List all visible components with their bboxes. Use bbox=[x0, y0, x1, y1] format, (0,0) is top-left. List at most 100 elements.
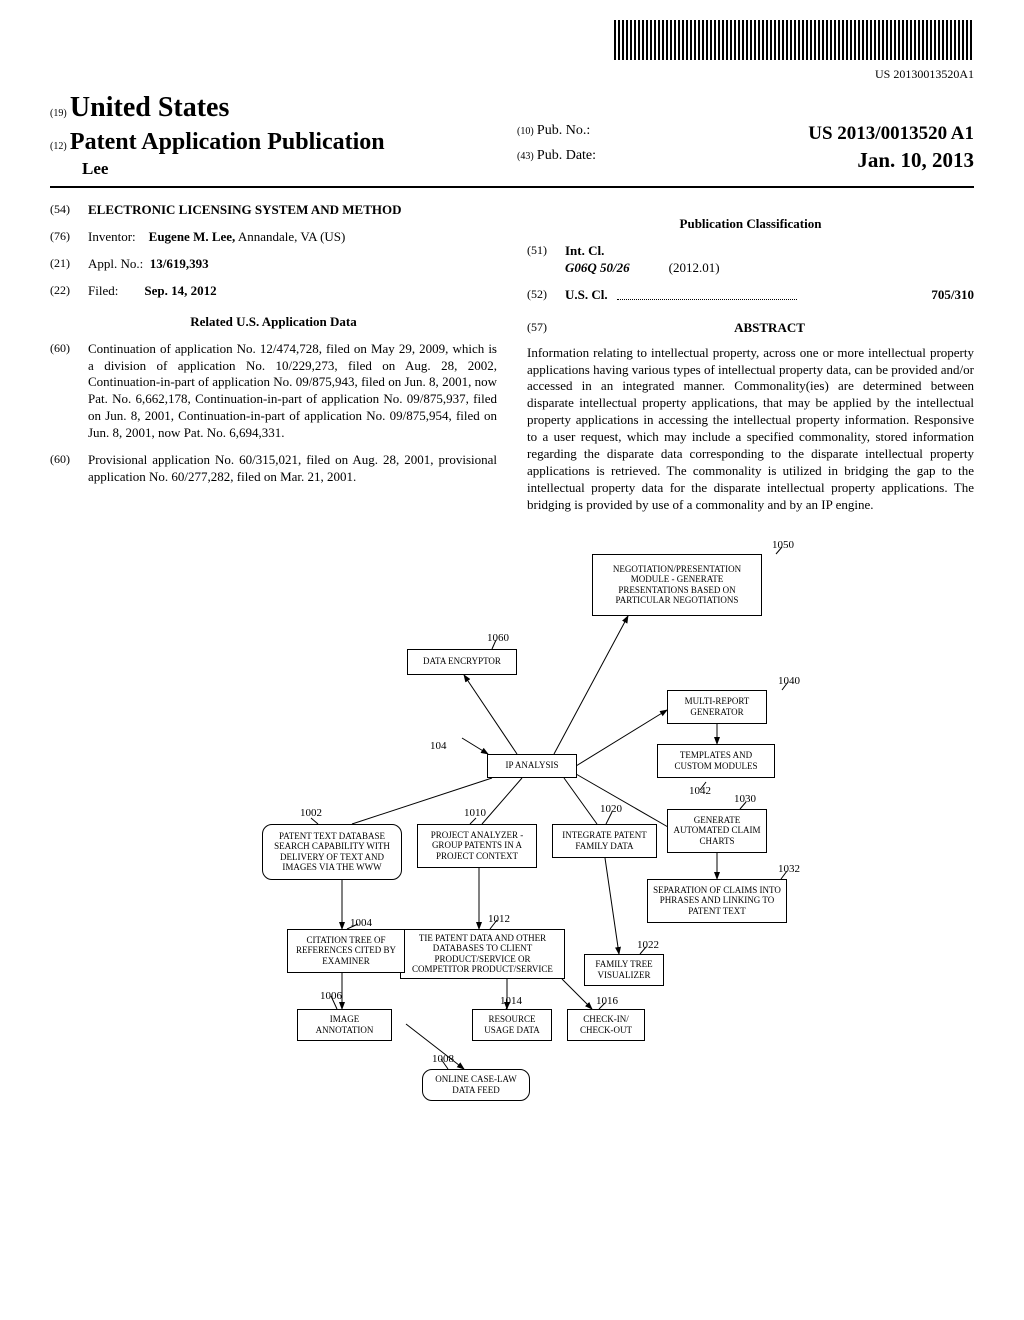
abstract-head: ABSTRACT bbox=[565, 320, 974, 337]
pub-type: Patent Application Publication bbox=[70, 129, 385, 155]
dotfill bbox=[617, 292, 797, 300]
node-b1060: DATA ENCRYPTOR bbox=[407, 649, 517, 675]
ref-r1008: 1008 bbox=[432, 1052, 454, 1066]
sec76-name: Eugene M. Lee, bbox=[149, 229, 236, 244]
sec76-loc: Annandale, VA (US) bbox=[238, 229, 346, 244]
sec21-n: (21) bbox=[50, 256, 88, 273]
node-b1002: PATENT TEXT DATABASE SEARCH CAPABILITY W… bbox=[262, 824, 402, 880]
pub-type-line: (12) Patent Application Publication bbox=[50, 127, 507, 158]
ref-r1030: 1030 bbox=[734, 792, 756, 806]
node-b1022: FAMILY TREE VISUALIZER bbox=[584, 954, 664, 986]
sec21-label: Appl. No.: bbox=[88, 256, 143, 271]
sec60b-n: (60) bbox=[50, 452, 88, 486]
sec51-label: Int. Cl. bbox=[565, 243, 604, 258]
pub-no-line: (10) Pub. No.: US 2013/0013520 A1 bbox=[517, 122, 974, 140]
right-col: Publication Classification (51) Int. Cl.… bbox=[527, 202, 974, 513]
ref-r1042: 1042 bbox=[689, 784, 711, 798]
pubclass-head: Publication Classification bbox=[527, 216, 974, 233]
node-b1020: INTEGRATE PATENT FAMILY DATA bbox=[552, 824, 657, 858]
header-left: (19) United States (12) Patent Applicati… bbox=[50, 90, 507, 180]
ref-r1020: 1020 bbox=[600, 802, 622, 816]
author: Lee bbox=[82, 159, 108, 178]
sec57-wrap: (57) ABSTRACT Information relating to in… bbox=[527, 320, 974, 514]
sec52-val: 705/310 bbox=[931, 287, 974, 304]
barcode-region bbox=[50, 20, 974, 65]
ref-r1004: 1004 bbox=[350, 916, 372, 930]
pub-no: US 2013/0013520 A1 bbox=[808, 122, 974, 147]
diagram: IP ANALYSIS DATA ENCRYPTOR NEGOTIATION/PRE… bbox=[192, 534, 832, 1124]
left-col: (54) ELECTRONIC LICENSING SYSTEM AND MET… bbox=[50, 202, 497, 513]
ref-r1002: 1002 bbox=[300, 806, 322, 820]
header-row: (19) United States (12) Patent Applicati… bbox=[50, 90, 974, 180]
sec60a-n: (60) bbox=[50, 341, 88, 442]
sec76-body: Inventor: Eugene M. Lee, Annandale, VA (… bbox=[88, 229, 497, 246]
sec51-body: Int. Cl. G06Q 50/26 (2012.01) bbox=[565, 243, 974, 277]
sec76: (76) Inventor: Eugene M. Lee, Annandale,… bbox=[50, 229, 497, 246]
node-b1012: TIE PATENT DATA AND OTHER DATABASES TO C… bbox=[400, 929, 565, 979]
node-b1050: NEGOTIATION/PRESENTATION MODULE - GENERA… bbox=[592, 554, 762, 616]
sec22-val: Sep. 14, 2012 bbox=[144, 283, 216, 298]
sec51-code: G06Q 50/26 bbox=[565, 260, 630, 275]
sec22-body: Filed: Sep. 14, 2012 bbox=[88, 283, 497, 300]
pub-no-label: Pub. No.: bbox=[537, 123, 590, 138]
ref-r1006: 1006 bbox=[320, 989, 342, 1003]
sec60b: (60) Provisional application No. 60/315,… bbox=[50, 452, 497, 486]
ref-r1010: 1010 bbox=[464, 806, 486, 820]
sec52-n: (52) bbox=[527, 287, 565, 304]
divider bbox=[50, 186, 974, 188]
n10: (10) bbox=[517, 126, 534, 137]
sec54-n: (54) bbox=[50, 202, 88, 219]
pub-date: Jan. 10, 2013 bbox=[857, 147, 974, 174]
two-col-body: (54) ELECTRONIC LICENSING SYSTEM AND MET… bbox=[50, 202, 974, 513]
node-b1010: PROJECT ANALYZER - GROUP PATENTS IN A PR… bbox=[417, 824, 537, 868]
sec52-body: U.S. Cl. 705/310 bbox=[565, 287, 974, 304]
ref-r1032: 1032 bbox=[778, 862, 800, 876]
n12: (12) bbox=[50, 141, 67, 152]
sec54-title: ELECTRONIC LICENSING SYSTEM AND METHOD bbox=[88, 202, 497, 219]
n43: (43) bbox=[517, 151, 534, 162]
sec60a-text: Continuation of application No. 12/474,7… bbox=[88, 341, 497, 442]
sec51: (51) Int. Cl. G06Q 50/26 (2012.01) bbox=[527, 243, 974, 277]
header-right: (10) Pub. No.: US 2013/0013520 A1 (43) P… bbox=[507, 90, 974, 174]
ref-r104: 104 bbox=[430, 739, 447, 753]
ref-r1040: 1040 bbox=[778, 674, 800, 688]
barcode-text: US 20130013520A1 bbox=[50, 67, 974, 83]
sec52: (52) U.S. Cl. 705/310 bbox=[527, 287, 974, 304]
sec52-label: U.S. Cl. bbox=[565, 287, 608, 302]
pub-date-line: (43) Pub. Date: Jan. 10, 2013 bbox=[517, 147, 974, 165]
sec76-label: Inventor: bbox=[88, 229, 136, 244]
pub-date-label: Pub. Date: bbox=[537, 148, 596, 163]
barcode-bars bbox=[614, 20, 974, 60]
node-b1008: ONLINE CASE-LAW DATA FEED bbox=[422, 1069, 530, 1101]
sec76-n: (76) bbox=[50, 229, 88, 246]
ref-r1014: 1014 bbox=[500, 994, 522, 1008]
sec22-n: (22) bbox=[50, 283, 88, 300]
node-b104: IP ANALYSIS bbox=[487, 754, 577, 778]
ref-r1060: 1060 bbox=[487, 631, 509, 645]
sec51-year: (2012.01) bbox=[669, 260, 720, 275]
ref-r1050: 1050 bbox=[772, 538, 794, 552]
sec57-headrow: (57) ABSTRACT bbox=[527, 320, 974, 345]
related-head: Related U.S. Application Data bbox=[50, 314, 497, 331]
node-b1040: MULTI-REPORT GENERATOR bbox=[667, 690, 767, 724]
node-b1014: RESOURCE USAGE DATA bbox=[472, 1009, 552, 1041]
abstract-text: Information relating to intellectual pro… bbox=[527, 345, 974, 514]
node-b1030: GENERATE AUTOMATED CLAIM CHARTS bbox=[667, 809, 767, 853]
node-b1016: CHECK-IN/ CHECK-OUT bbox=[567, 1009, 645, 1041]
author-line-wrap: Lee bbox=[50, 158, 507, 180]
node-b1032: SEPARATION OF CLAIMS INTO PHRASES AND LI… bbox=[647, 879, 787, 923]
sec51-n: (51) bbox=[527, 243, 565, 277]
sec54: (54) ELECTRONIC LICENSING SYSTEM AND MET… bbox=[50, 202, 497, 219]
country-line: (19) United States bbox=[50, 90, 507, 126]
ref-r1016: 1016 bbox=[596, 994, 618, 1008]
sec60b-text: Provisional application No. 60/315,021, … bbox=[88, 452, 497, 486]
node-b1004: CITATION TREE OF REFERENCES CITED BY EXA… bbox=[287, 929, 405, 973]
n19: (19) bbox=[50, 108, 67, 119]
ref-r1022: 1022 bbox=[637, 938, 659, 952]
node-b1042: TEMPLATES AND CUSTOM MODULES bbox=[657, 744, 775, 778]
sec22: (22) Filed: Sep. 14, 2012 bbox=[50, 283, 497, 300]
ref-r1012: 1012 bbox=[488, 912, 510, 926]
sec21-val: 13/619,393 bbox=[150, 256, 209, 271]
sec21: (21) Appl. No.: 13/619,393 bbox=[50, 256, 497, 273]
sec22-label: Filed: bbox=[88, 283, 118, 298]
